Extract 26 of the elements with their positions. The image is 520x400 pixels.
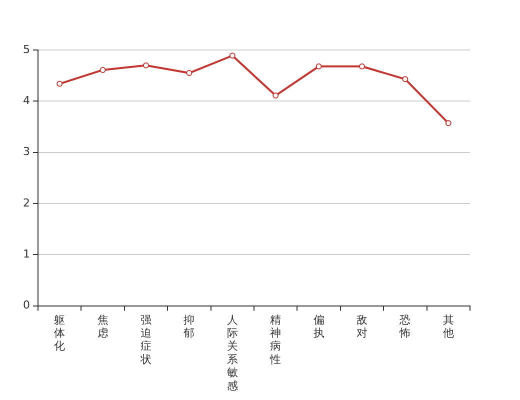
point: [56, 80, 63, 87]
y-tick-label: 4: [23, 94, 30, 108]
x-tick-label: 恐怖: [398, 313, 411, 340]
point: [100, 66, 106, 73]
y-tick-label: 0: [23, 298, 30, 312]
x-tick-label: 精神病性: [269, 313, 282, 366]
point: [186, 70, 192, 76]
y-tick-label: 5: [23, 42, 30, 56]
x-tick-label: 躯体化: [54, 313, 66, 353]
x-tick-label: 敌对: [356, 313, 368, 340]
point: [445, 120, 452, 126]
y-tick-label: 1: [23, 248, 30, 260]
y-tick-label: 3: [23, 145, 30, 158]
x-tick-label: 人际关系敏感: [226, 313, 238, 392]
point: [229, 52, 236, 59]
x-tick-label: 抑郁: [184, 313, 195, 340]
x-tick-label: 其他: [442, 313, 454, 340]
point: [316, 63, 322, 70]
x-tick-label: 偏执: [313, 313, 324, 340]
x-tick-label: 强迫症状: [140, 313, 152, 366]
point: [359, 63, 365, 70]
x-tick-label: 焦虑: [97, 313, 108, 340]
y-tick-label: 2: [23, 196, 30, 210]
point: [143, 62, 149, 68]
point: [272, 92, 279, 99]
point: [402, 76, 408, 82]
